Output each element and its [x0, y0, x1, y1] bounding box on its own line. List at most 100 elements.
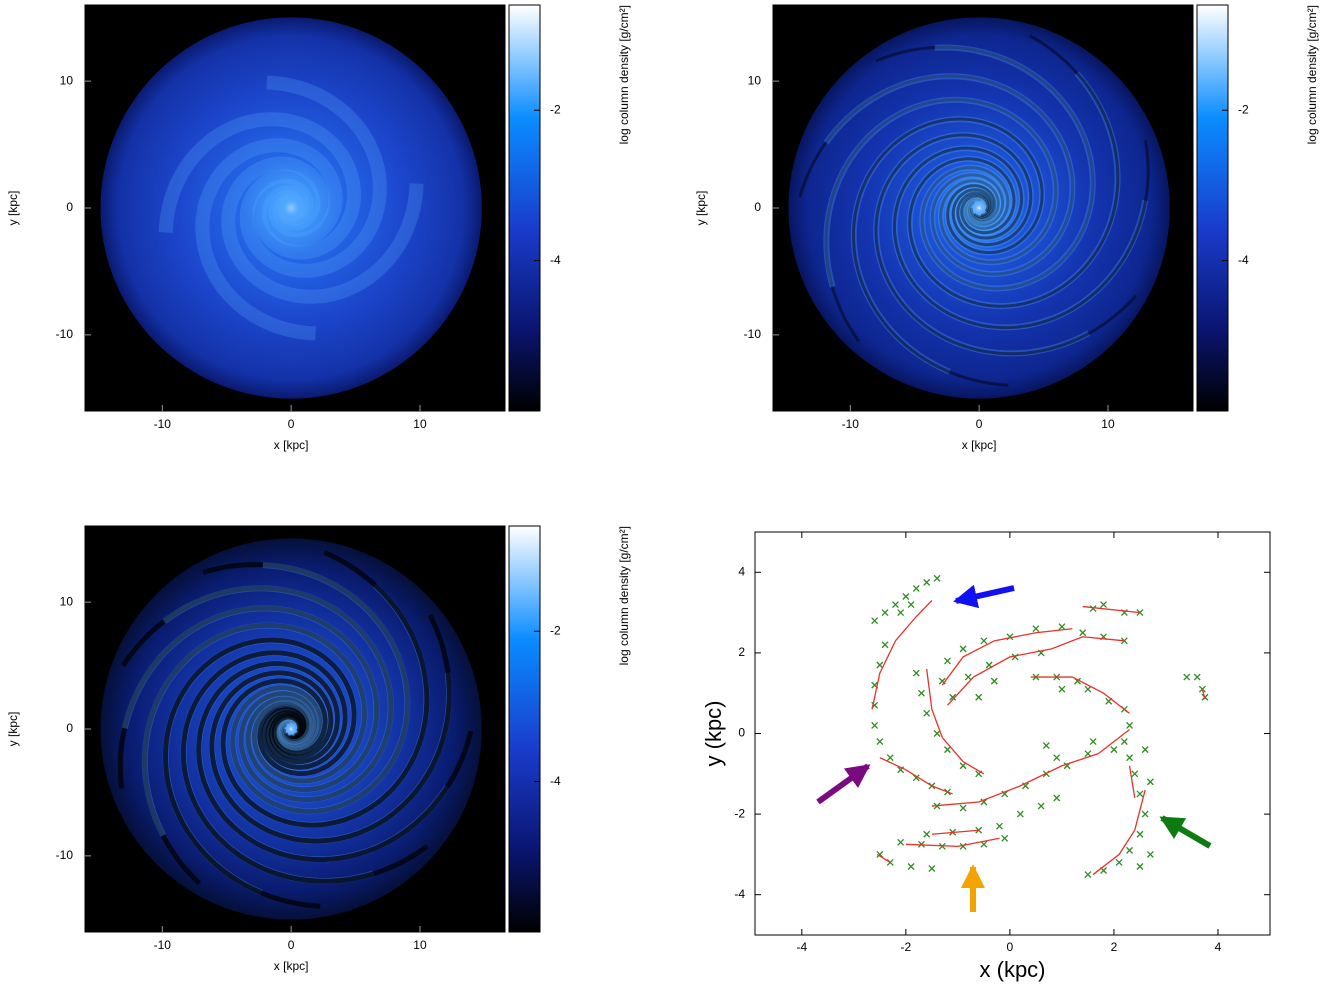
arm-fit — [931, 829, 979, 835]
colorbar — [508, 4, 541, 412]
point — [1136, 830, 1144, 838]
point — [907, 863, 915, 870]
spiral-arm — [919, 44, 1096, 292]
point — [918, 689, 925, 697]
point — [949, 693, 957, 701]
point — [1100, 601, 1107, 608]
density-map — [773, 5, 1193, 411]
point — [923, 830, 931, 838]
point — [1183, 673, 1191, 681]
point — [1198, 685, 1206, 693]
point — [1084, 750, 1092, 758]
point — [1053, 754, 1061, 762]
point — [933, 574, 941, 582]
point — [1136, 790, 1144, 798]
x-tick-label: 0 — [976, 417, 983, 431]
colorbar-tick-label: -4 — [550, 253, 561, 267]
point — [1131, 770, 1139, 778]
x-tick-label: 10 — [1101, 417, 1115, 431]
arm-fit — [1030, 676, 1130, 714]
spiral-arm — [850, 116, 1046, 375]
spiral-arm — [823, 96, 1059, 288]
point — [881, 641, 889, 649]
y-tick-label: 10 — [60, 594, 74, 608]
point — [912, 669, 920, 677]
arm-fit — [1201, 689, 1206, 700]
arm-fit — [931, 728, 1130, 807]
spiral-arm — [158, 112, 362, 260]
y-axis-label: y [kpc] — [6, 191, 20, 226]
y-tick-label: -2 — [734, 806, 745, 820]
density-map — [85, 5, 505, 411]
x-tick-label: 0 — [288, 938, 295, 952]
x-tick-label: -10 — [154, 417, 172, 431]
spiral-arm — [906, 71, 1121, 310]
x-axis-label: x (kpc) — [980, 957, 1046, 982]
point — [990, 677, 998, 685]
colorbar-tick-label: -2 — [550, 102, 561, 116]
x-tick-label: 0 — [1007, 940, 1014, 954]
spiral-arm — [162, 585, 394, 803]
arrow — [816, 763, 871, 805]
point — [959, 804, 967, 812]
point — [897, 609, 905, 617]
x-axis-label: x [kpc] — [274, 959, 309, 973]
colorbar-label: log column density [g/cm²] — [617, 5, 631, 144]
arrow — [1159, 815, 1212, 849]
arm-fit — [926, 668, 985, 775]
x-tick-label: -4 — [796, 940, 807, 954]
dust-lane — [852, 117, 1044, 387]
y-tick-label: -10 — [744, 327, 762, 341]
point — [876, 661, 884, 669]
colorbar-label: log column density [g/cm²] — [617, 526, 631, 665]
point — [1141, 746, 1149, 754]
gas-disk — [788, 17, 1170, 399]
arm-fit — [905, 837, 1000, 847]
point — [1089, 738, 1097, 746]
arm-fit — [1092, 789, 1146, 876]
arm-fit — [1128, 765, 1136, 799]
point — [902, 593, 910, 600]
point — [980, 798, 988, 806]
point — [912, 774, 920, 782]
y-tick-label: -10 — [56, 848, 74, 862]
point — [871, 721, 879, 729]
point — [891, 601, 899, 608]
colorbar-tick-label: -2 — [550, 623, 561, 637]
y-tick-label: 10 — [748, 73, 762, 87]
point — [959, 762, 967, 770]
point — [907, 601, 915, 608]
x-axis-label: x [kpc] — [274, 438, 309, 452]
annotation-arrows — [816, 584, 1212, 912]
colorbar — [1196, 4, 1229, 412]
point — [1001, 834, 1009, 842]
point — [1146, 778, 1154, 786]
colorbar-tick-label: -2 — [1238, 102, 1249, 116]
point — [944, 746, 951, 754]
point — [1136, 863, 1144, 870]
point — [912, 584, 920, 592]
point — [933, 730, 941, 737]
point — [1053, 794, 1061, 802]
arrow — [953, 584, 1015, 609]
point — [996, 822, 1003, 830]
y-tick-label: 0 — [754, 200, 761, 214]
density-map — [85, 526, 505, 932]
arm-fit — [871, 600, 933, 710]
point — [1115, 859, 1123, 866]
x-tick-label: 4 — [1215, 940, 1222, 954]
colorbar-tick-label: -4 — [1238, 253, 1249, 267]
point — [897, 838, 905, 846]
point — [1037, 802, 1045, 810]
y-tick-label: -10 — [56, 327, 74, 341]
x-tick-label: 2 — [1111, 940, 1118, 954]
y-tick-label: 0 — [66, 721, 73, 735]
x-tick-label: 10 — [413, 417, 427, 431]
point — [1126, 846, 1134, 854]
arm-fit — [941, 628, 1073, 686]
dust-lane — [874, 133, 1137, 356]
point — [876, 738, 884, 746]
spiral-arm — [141, 622, 368, 837]
gas-disk — [100, 17, 482, 399]
